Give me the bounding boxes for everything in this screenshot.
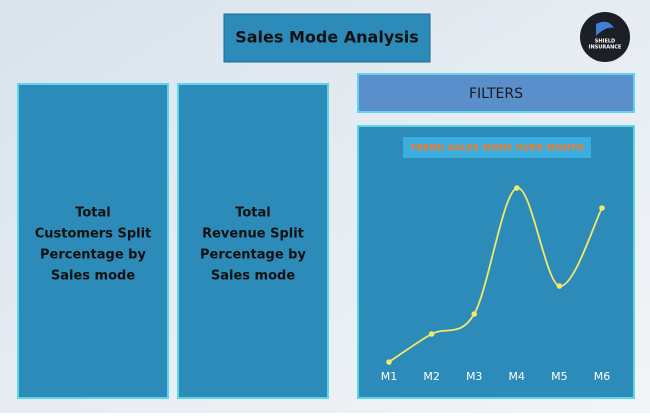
filters-box[interactable] (357, 73, 635, 113)
logo (580, 12, 630, 62)
x-tick-label: M2 (423, 370, 440, 383)
kpi-text: Percentage by (40, 248, 146, 263)
chart: M1 M2 M3 M4 M5 M6 (381, 185, 611, 383)
logo-shape (596, 21, 614, 36)
kpi-text: Total (75, 206, 111, 221)
kpi-panel (177, 83, 329, 399)
title-box (223, 13, 431, 63)
page-title: Sales Mode Analysis (235, 28, 419, 47)
data-point (599, 205, 605, 211)
data-point (428, 331, 435, 337)
logo-text: SHIELD (595, 39, 615, 45)
data-point (471, 311, 478, 317)
kpi-text: Sales mode (211, 269, 295, 284)
logo-text: INSURANCE (589, 45, 622, 51)
chart-panel (357, 125, 635, 399)
kpi-text: Customers Split (35, 227, 152, 242)
x-tick-label: M6 (594, 370, 611, 383)
panels: Total Customers Split Percentage by Sales m… (17, 83, 329, 399)
kpi-text: Revenue Split (202, 227, 304, 242)
x-tick-label: M4 (509, 370, 526, 383)
kpi-panel (17, 83, 169, 399)
kpi-text: Total (235, 206, 271, 221)
filters-label: FILTERS (469, 86, 523, 102)
x-tick-label: M3 (466, 370, 483, 383)
x-tick-label: M1 (381, 370, 398, 383)
kpi-text: Sales mode (51, 269, 135, 284)
chart-title: TREND SALES MODE OVER MONTH (410, 144, 584, 154)
data-point (556, 283, 563, 289)
chart-title-box (403, 137, 591, 158)
data-point (386, 359, 392, 365)
kpi-text: Percentage by (200, 248, 306, 263)
x-tick-label: M5 (551, 370, 568, 383)
data-point (514, 185, 520, 191)
